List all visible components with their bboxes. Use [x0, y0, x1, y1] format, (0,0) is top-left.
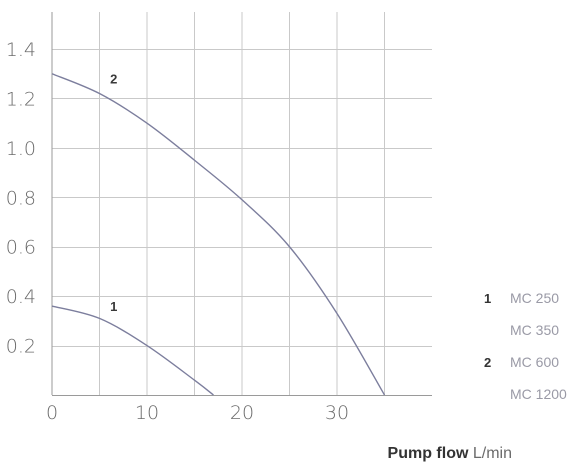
legend-item: 1 MC 250	[484, 287, 567, 319]
x-tick-label: 30	[325, 402, 349, 424]
y-tick-label: 1.2	[6, 88, 36, 110]
x-axis-label: Pump flow L/min	[0, 445, 512, 463]
series-line-1	[51, 305, 214, 396]
legend-item: MC 350	[484, 319, 567, 351]
legend-item-label: MC 350	[510, 322, 560, 338]
y-tick-label: 1.0	[6, 138, 36, 160]
legend-item: MC 1200	[484, 383, 567, 415]
legend-item-label: MC 600	[510, 354, 560, 370]
legend-item-number: 2	[484, 355, 492, 370]
y-tick-label: 0.2	[6, 336, 36, 358]
series-lines	[51, 73, 386, 396]
legend-item-label: MC 250	[510, 290, 560, 306]
y-tick-label: 0.8	[6, 187, 36, 209]
legend-item: 2 MC 600	[484, 351, 567, 383]
axes	[51, 12, 432, 396]
grid	[52, 12, 432, 395]
x-axis-label-title: Pump flow	[387, 445, 469, 462]
curve-label-1: 1	[110, 299, 117, 314]
curve-label-2: 2	[110, 72, 117, 87]
y-tick-label: 0.6	[6, 237, 36, 259]
x-tick-label: 10	[135, 402, 159, 424]
legend-item-label: MC 1200	[510, 386, 567, 402]
legend-item-number: 1	[484, 291, 492, 306]
x-axis-label-unit: L/min	[472, 445, 512, 462]
legend: 1 MC 250 MC 350 2 MC 600 MC 1200	[484, 287, 567, 415]
tick-labels: 0.2 0.4 0.6 0.8 1.0 1.2 1.4 0 10 20 30	[6, 39, 349, 424]
curve-labels: 12	[110, 72, 117, 314]
x-tick-label: 0	[46, 402, 58, 424]
x-tick-label: 20	[230, 402, 254, 424]
y-tick-label: 0.4	[6, 286, 36, 308]
y-tick-label: 1.4	[6, 39, 36, 61]
series-line-2	[51, 73, 386, 396]
